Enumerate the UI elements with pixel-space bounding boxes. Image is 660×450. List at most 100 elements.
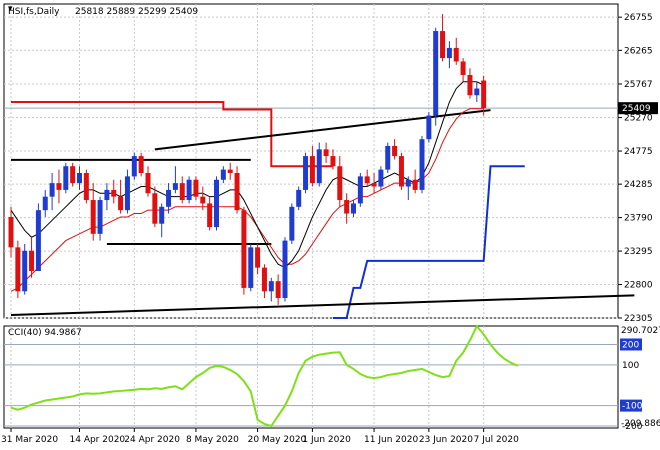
candle-body [323, 149, 329, 157]
candle[interactable] [351, 200, 356, 217]
expand-arrow-icon[interactable]: ▾ [8, 4, 13, 14]
candle[interactable] [77, 166, 82, 190]
candle-body [460, 61, 466, 75]
candle[interactable] [364, 169, 370, 187]
candle[interactable] [159, 203, 165, 238]
cci-top-value: 290.7027 [621, 326, 660, 336]
candle[interactable] [392, 139, 398, 160]
candle[interactable] [111, 179, 117, 204]
candle[interactable] [29, 237, 35, 278]
candle-body [426, 115, 432, 140]
candle[interactable] [131, 152, 137, 180]
trendline[interactable] [10, 294, 635, 316]
candle[interactable] [378, 166, 384, 190]
candle[interactable] [261, 264, 267, 299]
candle[interactable] [193, 176, 199, 201]
candle[interactable] [446, 41, 452, 69]
candle[interactable] [179, 176, 185, 204]
candle[interactable] [152, 186, 158, 228]
candle[interactable] [337, 156, 343, 207]
candle[interactable] [385, 142, 391, 173]
candle-body [220, 169, 226, 180]
candle[interactable] [460, 58, 466, 82]
candle[interactable] [42, 189, 48, 217]
trendline[interactable] [154, 109, 491, 151]
candle-body [241, 210, 247, 288]
candle[interactable] [166, 183, 172, 214]
candle-body [145, 172, 151, 194]
cci-frame [3, 325, 619, 429]
candle[interactable] [467, 68, 473, 99]
current-price-tag [618, 102, 658, 115]
candle[interactable] [22, 243, 28, 295]
candle-body [124, 176, 130, 211]
price-panel[interactable]: 26755 26265 25767 25270 24775 24285 23790 23295… [3, 3, 658, 324]
candle[interactable] [227, 162, 233, 180]
candle[interactable] [186, 176, 192, 204]
candle[interactable] [220, 166, 226, 184]
candle[interactable] [330, 149, 336, 170]
candle[interactable] [207, 196, 213, 231]
candle[interactable] [83, 169, 89, 204]
candle[interactable] [316, 142, 322, 187]
candle-body [351, 203, 356, 214]
candle[interactable] [303, 152, 309, 194]
candle-body [282, 240, 288, 299]
candle[interactable] [474, 81, 480, 103]
candle[interactable] [138, 152, 144, 177]
candle[interactable] [234, 166, 240, 214]
cci-panel[interactable]: 200 100 -100 -200 [3, 324, 643, 432]
candle[interactable] [248, 243, 254, 292]
candle[interactable] [118, 179, 124, 214]
candle[interactable] [275, 274, 281, 305]
candle-body [152, 193, 158, 224]
candle[interactable] [15, 240, 21, 299]
candle[interactable] [255, 243, 261, 275]
candle[interactable] [440, 14, 446, 62]
candle[interactable] [323, 142, 329, 163]
candle[interactable] [145, 166, 151, 197]
candle[interactable] [344, 193, 350, 224]
candle[interactable] [49, 172, 55, 211]
candle[interactable] [97, 196, 103, 241]
candle[interactable] [104, 183, 110, 211]
candle[interactable] [70, 162, 76, 187]
candle[interactable] [412, 169, 418, 194]
candle-body [22, 250, 28, 292]
candle[interactable] [63, 162, 69, 194]
candle-body [234, 172, 240, 211]
candle[interactable] [426, 112, 432, 143]
candle[interactable] [419, 135, 425, 194]
candle[interactable] [124, 169, 130, 214]
blue-level-line [332, 165, 525, 319]
candle[interactable] [282, 237, 288, 302]
candle[interactable] [481, 75, 487, 116]
price-tick-label: 26755 [624, 13, 653, 23]
candle[interactable] [453, 37, 459, 65]
candle[interactable] [90, 183, 96, 241]
candle[interactable] [371, 172, 377, 194]
candle[interactable] [241, 206, 247, 295]
candle[interactable] [268, 277, 274, 302]
candle[interactable] [398, 152, 404, 190]
candle[interactable] [56, 169, 62, 204]
cci-level-tag [620, 399, 642, 412]
candle-body [63, 166, 69, 190]
candle[interactable] [433, 27, 439, 126]
candle[interactable] [309, 145, 315, 187]
candle[interactable] [172, 166, 178, 194]
candle[interactable] [405, 176, 411, 201]
candle[interactable] [214, 176, 219, 231]
candle[interactable] [35, 203, 41, 272]
x-tick-label: 20 May 2020 [248, 435, 307, 445]
candle-body [70, 166, 76, 184]
candle-body [371, 183, 377, 187]
candle[interactable] [296, 186, 302, 211]
candle[interactable] [8, 206, 14, 258]
fast-moving-average [10, 81, 484, 269]
candle-body [159, 206, 165, 224]
candle[interactable] [289, 203, 295, 244]
candle[interactable] [200, 186, 206, 211]
candle[interactable] [357, 172, 363, 207]
x-axis: 31 Mar 2020 14 Apr 2020 24 Apr 2020 8 May 2… [1, 428, 519, 445]
